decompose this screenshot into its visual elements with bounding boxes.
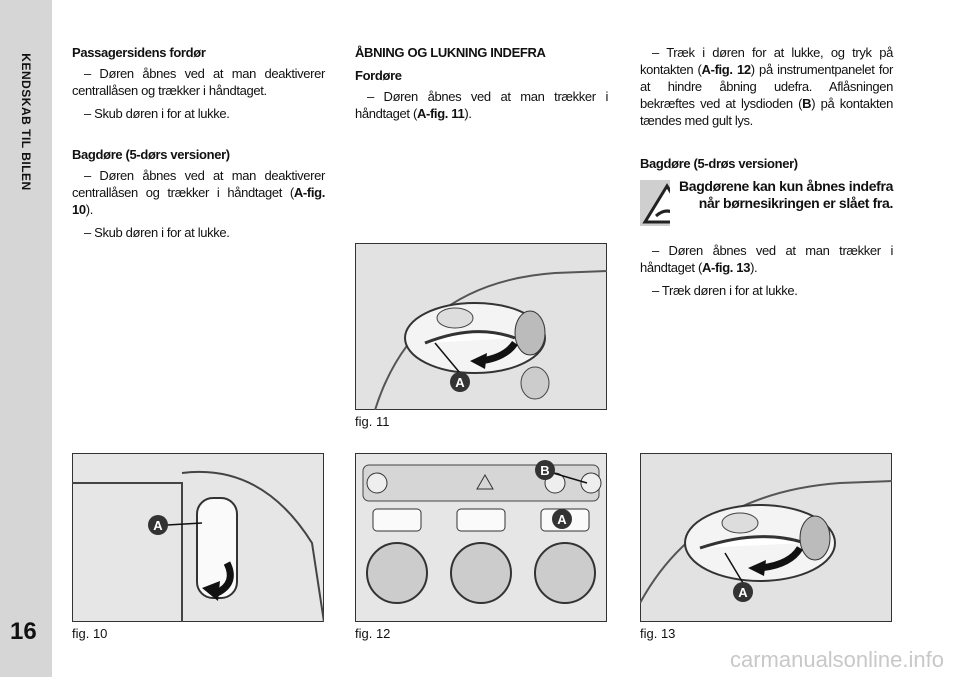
- page-number: 16: [10, 618, 37, 645]
- column: ÅBNING OG LUKNING INDEFRA Fordøre – Døre…: [355, 44, 608, 128]
- text: ) på instrumentpanelet for at hindre åbn…: [640, 62, 893, 111]
- text: ).: [85, 202, 94, 217]
- paragraph: – Træk døren i for at lukke.: [640, 282, 893, 299]
- caption: fig. 13: [640, 626, 676, 641]
- heading: Fordøre: [355, 68, 402, 83]
- caption: fig. 12: [355, 626, 391, 641]
- figure: B A fig. 12: [355, 453, 607, 641]
- title: ÅBNING OG LUKNING INDEFRA: [355, 45, 546, 60]
- callout: A: [738, 585, 748, 600]
- watermark: carmanualsonline.info: [729, 647, 944, 672]
- column: Passagersidens fordør – Døren åbnes ved …: [72, 44, 325, 247]
- warning: Bagdørene kan kun åbnes indefra når børn…: [640, 178, 893, 228]
- text: – Døren åbnes ved at man deaktiverer cen…: [72, 168, 325, 200]
- text: – Skub døren i for at lukke.: [84, 106, 230, 121]
- warning-icon: [640, 180, 671, 226]
- caption: fig. 11: [355, 414, 390, 429]
- figure: A fig. 13: [640, 453, 892, 641]
- text: ).: [464, 106, 472, 121]
- reference: A-fig. 13: [701, 260, 751, 275]
- text: – Døren åbnes ved at man trækker i håndt…: [640, 243, 893, 275]
- text: – Døren åbnes ved at man deaktiverer cen…: [72, 66, 325, 98]
- callout: B: [540, 463, 549, 478]
- warning-text: Bagdørene kan kun åbnes indefra når børn…: [679, 178, 893, 211]
- paragraph: – Døren åbnes ved at man deaktiverer cen…: [72, 65, 325, 99]
- text: – Træk døren i for at lukke.: [652, 283, 798, 298]
- paragraphs: – Døren åbnes ved at man deaktiverer cen…: [72, 167, 325, 241]
- paragraph: – Døren åbnes ved at man trækker i håndt…: [640, 242, 893, 276]
- paragraphs: – Døren åbnes ved at man trækker i håndt…: [355, 88, 608, 122]
- figure: A fig. 10: [72, 453, 324, 641]
- callout: A: [153, 518, 163, 533]
- paragraph: – Døren åbnes ved at man deaktiverer cen…: [72, 167, 325, 218]
- paragraphs: – Døren åbnes ved at man trækker i håndt…: [640, 242, 893, 299]
- reference: B: [802, 96, 812, 111]
- callout: A: [557, 512, 567, 527]
- text: – Træk i døren for at lukke, og tryk på …: [640, 45, 893, 77]
- column: – Træk i døren for at lukke, og tryk på …: [640, 44, 893, 305]
- paragraph: – Skub døren i for at lukke.: [72, 105, 325, 122]
- reference: A-fig. 11: [416, 106, 465, 121]
- illustration: A: [640, 453, 892, 622]
- heading: Bagdøre (5-drøs versioner): [640, 156, 798, 171]
- illustration: A: [72, 453, 324, 622]
- callout: A: [455, 375, 465, 390]
- caption: fig. 10: [72, 626, 108, 641]
- paragraphs: – Træk i døren for at lukke, og tryk på …: [640, 44, 893, 129]
- paragraph: – Skub døren i for at lukke.: [72, 224, 325, 241]
- paragraph: – Træk i døren for at lukke, og tryk på …: [640, 44, 893, 129]
- text: ).: [750, 260, 758, 275]
- text: – Skub døren i for at lukke.: [84, 225, 230, 240]
- text: ) på kontakten tændes med gult lys.: [640, 96, 893, 128]
- illustration: A: [355, 243, 607, 410]
- heading: Bagdøre (5-dørs versioner): [72, 147, 230, 162]
- reference: A-fig. 12: [701, 62, 752, 77]
- illustration: B A: [355, 453, 607, 622]
- section-label: KENDSKAB TIL BILEN: [19, 53, 33, 191]
- figure: A fig. 11: [355, 243, 607, 429]
- paragraphs: – Døren åbnes ved at man deaktiverer cen…: [72, 65, 325, 122]
- heading: Passagersidens fordør: [72, 45, 206, 60]
- text: – Døren åbnes ved at man trækker i håndt…: [355, 89, 608, 121]
- reference: A-fig. 10: [72, 185, 325, 217]
- paragraph: – Døren åbnes ved at man trækker i håndt…: [355, 88, 608, 122]
- sidebar: KENDSKAB TIL BILEN 16: [0, 0, 52, 677]
